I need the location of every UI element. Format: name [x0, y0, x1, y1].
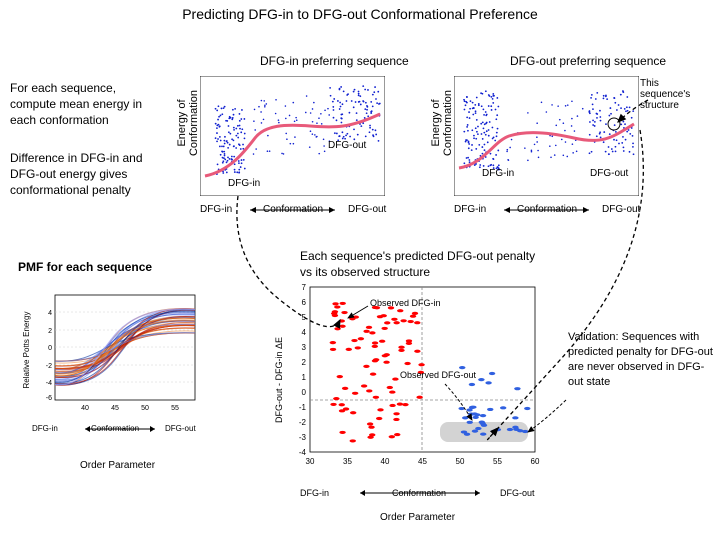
- penalty-annot-out: Observed DFG-out: [400, 370, 476, 380]
- svg-text:6: 6: [302, 298, 307, 307]
- svg-text:2: 2: [48, 328, 52, 335]
- svg-text:40: 40: [81, 405, 89, 412]
- svg-text:-4: -4: [46, 380, 52, 387]
- scatter-right-annot-in: DFG-in: [482, 168, 514, 179]
- svg-text:50: 50: [456, 457, 465, 466]
- pmf-ylabel: Relative Potts Energy: [22, 295, 31, 405]
- svg-text:7: 7: [302, 283, 307, 292]
- scatter-left-annot-out: DFG-out: [328, 140, 366, 151]
- page-title: Predicting DFG-in to DFG-out Conformatio…: [0, 0, 720, 22]
- scatter-left-xlabel: Conformation: [263, 204, 323, 215]
- center-text: Each sequence's predicted DFG-out penalt…: [300, 248, 540, 280]
- svg-text:45: 45: [111, 405, 119, 412]
- penalty-bottom-label: Order Parameter: [380, 512, 455, 523]
- svg-text:60: 60: [531, 457, 540, 466]
- svg-text:-2: -2: [299, 418, 307, 427]
- svg-text:45: 45: [418, 457, 427, 466]
- subtitle-right: DFG-out preferring sequence: [510, 54, 666, 68]
- svg-text:0: 0: [48, 345, 52, 352]
- scatter-right-xend-r: DFG-out: [602, 204, 640, 215]
- scatter-right-xlabel: Conformation: [517, 204, 577, 215]
- pmf-bottom-label: Order Parameter: [80, 460, 155, 471]
- svg-text:-2: -2: [46, 363, 52, 370]
- penalty-chart: -4-3-2-101234567 30354045505560: [280, 282, 540, 482]
- svg-text:-4: -4: [299, 448, 307, 457]
- svg-text:55: 55: [493, 457, 502, 466]
- pmf-title: PMF for each sequence: [18, 260, 152, 274]
- text-difference: Difference in DFG-in and DFG-out energy …: [10, 150, 160, 199]
- penalty-xend-l: DFG-in: [300, 488, 329, 498]
- scatter-right-annot-out: DFG-out: [590, 168, 628, 179]
- svg-text:0: 0: [302, 388, 307, 397]
- svg-text:50: 50: [141, 405, 149, 412]
- pmf-xlabel: Conformation: [91, 424, 139, 433]
- scatter-right-annot-struct: This sequence's structure: [640, 78, 710, 111]
- svg-text:-6: -6: [46, 395, 52, 402]
- penalty-annot-in: Observed DFG-in: [370, 298, 441, 308]
- scatter-right-xend-l: DFG-in: [454, 204, 486, 215]
- penalty-xend-r: DFG-out: [500, 488, 535, 498]
- scatter-left-annot-in: DFG-in: [228, 178, 260, 189]
- scatter-left-xend-l: DFG-in: [200, 204, 232, 215]
- svg-text:40: 40: [381, 457, 390, 466]
- subtitle-left: DFG-in preferring sequence: [260, 54, 409, 68]
- svg-text:55: 55: [171, 405, 179, 412]
- text-compute-energy: For each sequence, compute mean energy i…: [10, 80, 150, 129]
- svg-text:2: 2: [302, 358, 307, 367]
- pmf-chart: -6 -4 -2 0 2 4 40 45 50 55: [30, 290, 200, 420]
- pmf-xend-r: DFG-out: [165, 424, 196, 433]
- validation-text: Validation: Sequences with predicted pen…: [568, 330, 713, 389]
- scatter-left-xend-r: DFG-out: [348, 204, 386, 215]
- scatter-right-ylabel: Energy ofConformation: [430, 68, 454, 178]
- pmf-xend-l: DFG-in: [32, 424, 58, 433]
- svg-text:4: 4: [302, 328, 307, 337]
- scatter-left-ylabel: Energy ofConformation: [176, 68, 200, 178]
- svg-text:35: 35: [343, 457, 352, 466]
- svg-text:4: 4: [48, 310, 52, 317]
- svg-text:-3: -3: [299, 433, 307, 442]
- svg-text:1: 1: [302, 373, 307, 382]
- penalty-ylabel: DFG-out - DFG-in ΔE: [274, 300, 284, 460]
- penalty-xlabel: Conformation: [392, 488, 446, 498]
- svg-text:5: 5: [302, 313, 307, 322]
- svg-text:30: 30: [306, 457, 315, 466]
- svg-text:-1: -1: [299, 403, 307, 412]
- svg-text:3: 3: [302, 343, 307, 352]
